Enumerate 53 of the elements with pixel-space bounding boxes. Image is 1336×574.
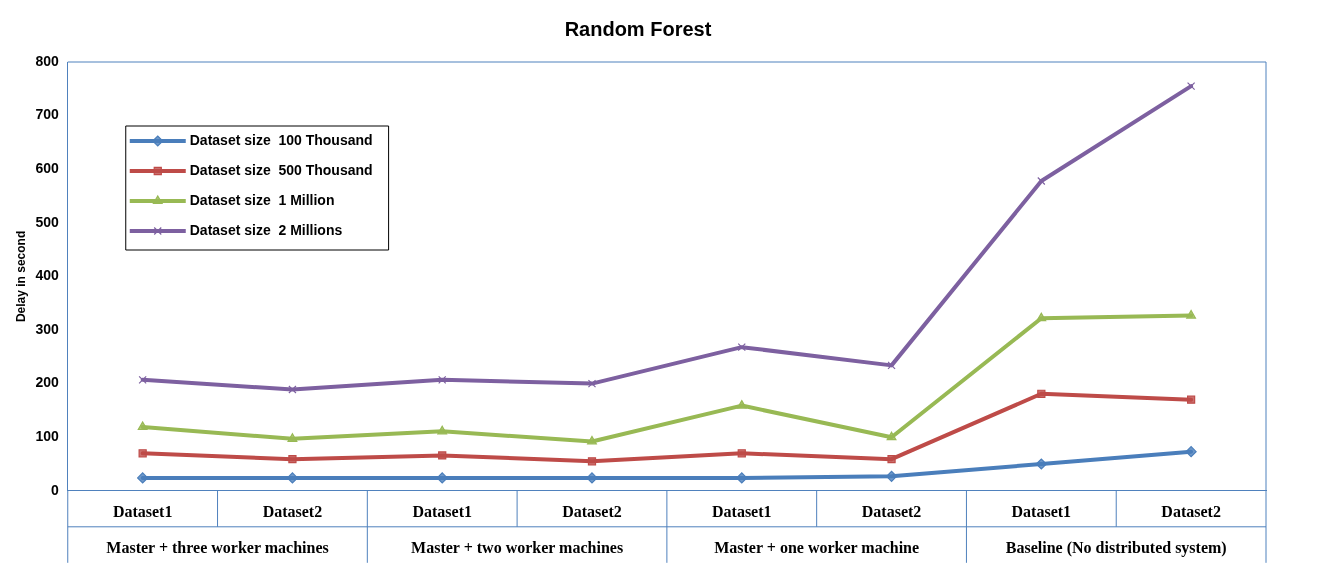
point xyxy=(1186,309,1197,319)
y-tick-label: 300 xyxy=(35,320,59,337)
chart-title: Random Forest xyxy=(564,17,712,40)
point xyxy=(737,449,746,458)
point xyxy=(138,449,147,458)
text: Master + two worker machines xyxy=(411,538,624,556)
point xyxy=(587,457,597,466)
point xyxy=(1185,446,1197,458)
y-tick-label: 0 xyxy=(50,481,59,498)
point xyxy=(587,379,597,388)
legend-label: Dataset size 1 Million xyxy=(189,191,335,208)
point xyxy=(287,433,298,442)
y-tick-label: 800 xyxy=(35,52,59,69)
point xyxy=(1037,176,1046,186)
point xyxy=(1035,458,1047,470)
y-tick-label: 500 xyxy=(35,213,59,230)
y-tick-label: 700 xyxy=(35,106,59,123)
legend-label: Dataset size 500 Thousand xyxy=(189,161,373,178)
x-tick-label: Dataset2 xyxy=(562,502,622,520)
point xyxy=(438,451,447,460)
legend-label: Dataset size 2 Millions xyxy=(189,221,343,238)
text: Baseline (No distributed system) xyxy=(1005,538,1227,557)
point xyxy=(736,399,747,409)
point xyxy=(886,431,897,441)
x-tick-label: Dataset1 xyxy=(112,502,173,520)
point xyxy=(1036,312,1047,322)
text: Master + one worker machine xyxy=(714,538,920,556)
point xyxy=(737,343,746,352)
point xyxy=(438,375,447,384)
point xyxy=(137,421,148,431)
legend-label: Dataset size 100 Thousand xyxy=(189,131,373,148)
y-tick-label: 400 xyxy=(35,267,59,284)
x-tick-label: Dataset1 xyxy=(712,502,772,520)
point xyxy=(138,375,147,384)
y-axis-title: Delay in second xyxy=(13,230,28,323)
point xyxy=(1186,395,1196,404)
y-tick-label: 100 xyxy=(35,428,59,445)
y-tick-label: 600 xyxy=(35,160,59,177)
text: Master + three worker machines xyxy=(106,538,329,556)
point xyxy=(887,361,896,370)
point xyxy=(437,425,448,435)
x-tick-label: Dataset2 xyxy=(1161,502,1221,520)
y-tick-label: 200 xyxy=(35,374,59,391)
point xyxy=(288,455,297,464)
point xyxy=(1037,389,1046,398)
x-tick-label: Dataset2 xyxy=(262,502,323,520)
point xyxy=(288,385,297,394)
point xyxy=(587,435,597,445)
x-tick-label: Dataset1 xyxy=(1011,502,1072,520)
x-tick-label: Dataset2 xyxy=(861,502,922,520)
point xyxy=(887,455,896,464)
x-tick-label: Dataset1 xyxy=(412,502,472,520)
point xyxy=(1186,81,1196,91)
